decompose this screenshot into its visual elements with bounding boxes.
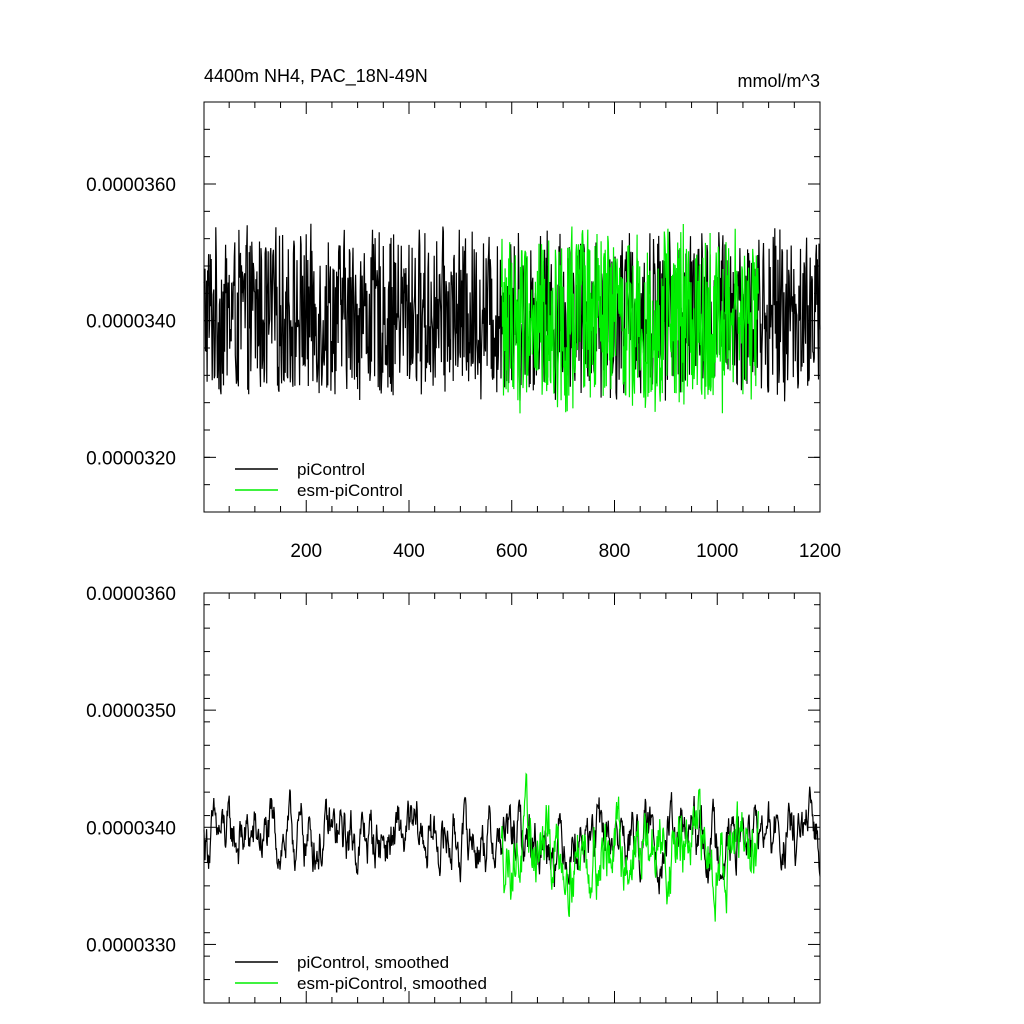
series-line-esm-picontrol [500,223,759,414]
y-tick-label: 0.0000360 [86,175,176,196]
y-tick-label: 0.0000320 [86,448,176,469]
legend-label-esm-picontrol-smoothed: esm-piControl, smoothed [297,974,487,993]
series-line-picontrol-smoothed [203,786,821,895]
y-tick-label: 0.0000330 [86,935,176,956]
x-tick-label: 600 [496,541,528,562]
x-tick-label: 1200 [799,541,841,562]
y-tick-label: 0.0000340 [86,312,176,333]
plot-frame [203,592,821,1004]
series-line-esm-picontrol-smoothed [500,772,759,922]
units-label: mmol/m^3 [738,71,820,91]
x-tick-label: 200 [290,541,322,562]
top-panel: 4400m NH4, PAC_18N-49N mmol/m^3 200 400 60… [86,66,841,562]
x-tick-label: 400 [393,541,425,562]
plot-frame [203,101,821,513]
x-tick-label: 1000 [696,541,738,562]
legend-label-esm-picontrol: esm-piControl [297,481,403,500]
legend: piControl esm-piControl [235,460,403,500]
y-tick-label: 0.0000340 [86,818,176,839]
chart-title: 4400m NH4, PAC_18N-49N [204,66,428,87]
legend-label-picontrol-smoothed: piControl, smoothed [297,953,449,972]
legend-label-picontrol: piControl [297,460,365,479]
y-tick-label: 0.0000360 [86,584,176,605]
legend: piControl, smoothed esm-piControl, smoot… [235,953,487,993]
bottom-panel: 0.0000330 0.0000340 0.0000350 0.0000360 piC… [86,584,821,1004]
y-tick-label: 0.0000350 [86,701,176,722]
x-tick-label: 800 [599,541,631,562]
